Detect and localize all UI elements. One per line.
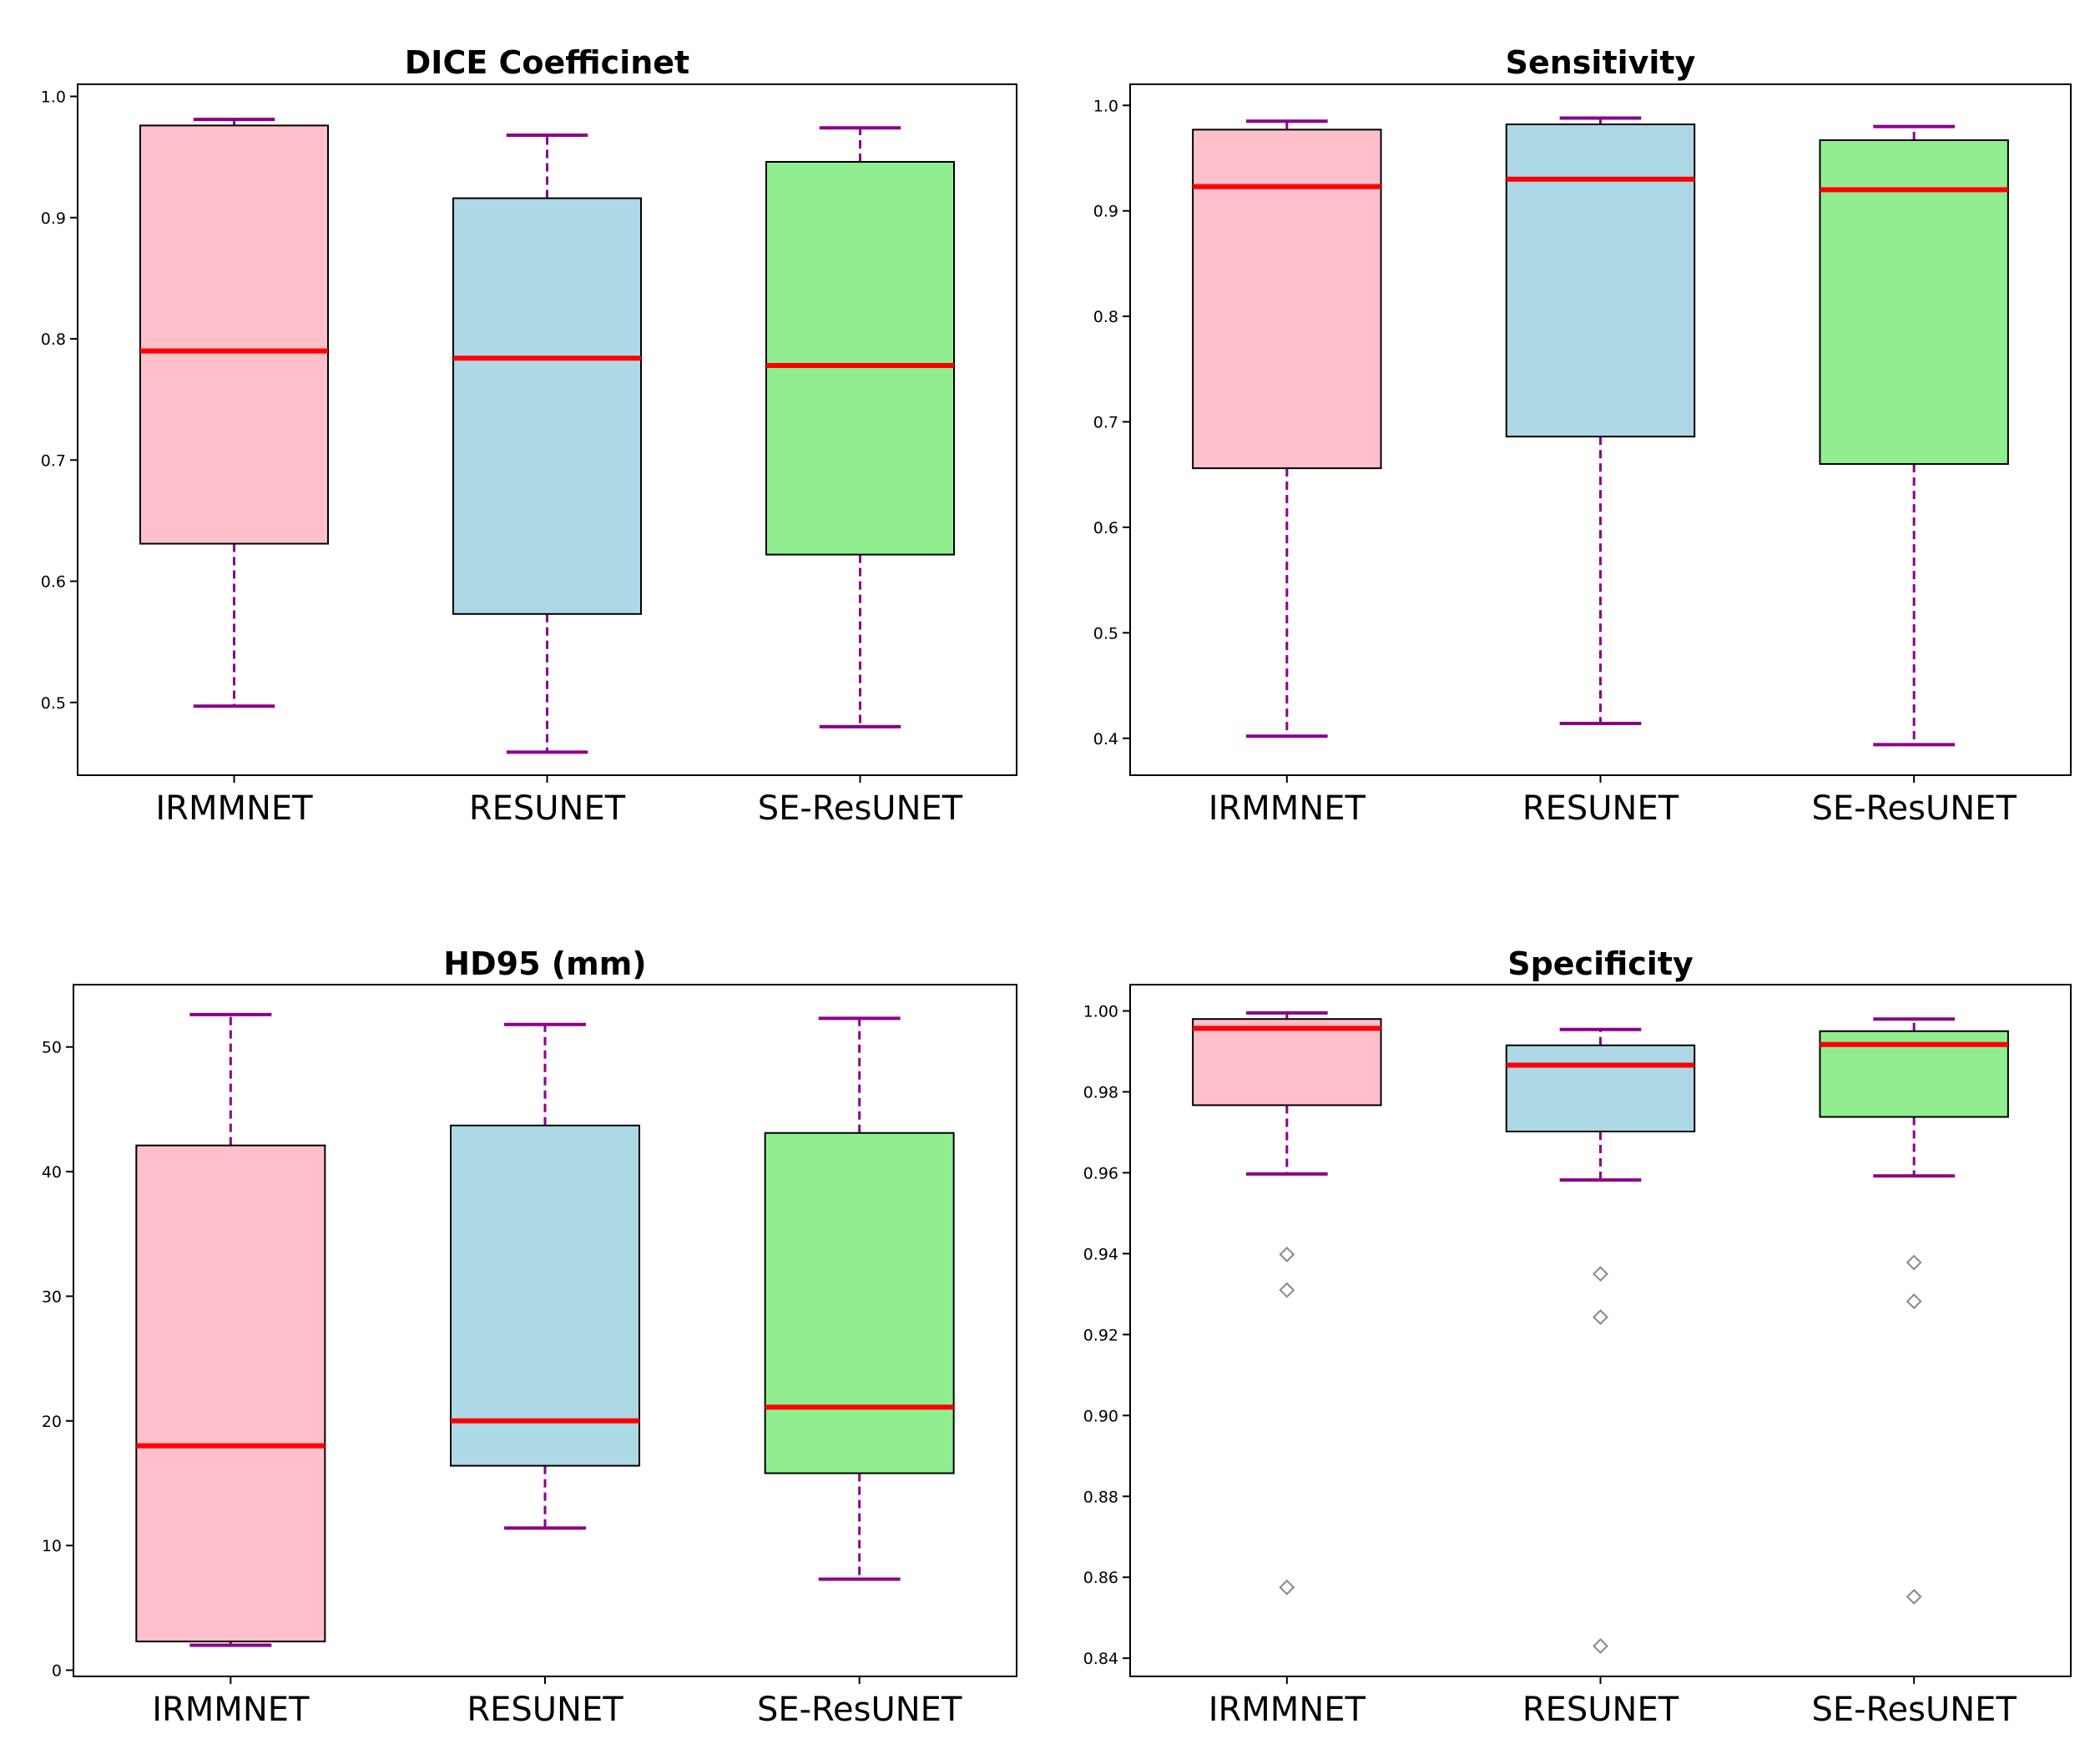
y-tick-label: 0.96 [1083, 1164, 1118, 1182]
y-tick-label: 0.86 [1083, 1569, 1118, 1587]
outlier-point [1593, 1309, 1608, 1325]
box-se-resunet [1819, 124, 2009, 747]
x-tick-label: SE-ResUNET [758, 789, 963, 828]
x-tick-label: IRMMNET [152, 1691, 310, 1729]
y-tick-label: 0.7 [1093, 414, 1118, 432]
y-tick-label: 0.98 [1083, 1083, 1118, 1101]
outlier-point [1279, 1282, 1295, 1298]
chart-title: Specificity [1507, 945, 1694, 982]
outlier-point [1906, 1293, 1922, 1310]
iqr-box [764, 1132, 955, 1474]
box-se-resunet [765, 126, 955, 728]
box-irmmnet [1192, 119, 1382, 738]
y-tick-label: 0.9 [41, 209, 66, 228]
box-resunet [452, 134, 642, 754]
x-tick-label: RESUNET [1522, 789, 1679, 828]
plot-frame [1129, 984, 2072, 1677]
x-tick-label: IRMMNET [155, 789, 313, 828]
y-tick-label: 0.9 [1093, 203, 1118, 221]
outlier-point [1906, 1254, 1922, 1271]
y-tick-label: 0.5 [1093, 624, 1118, 643]
box-se-resunet [764, 1016, 955, 1581]
y-tick-label: 30 [42, 1288, 62, 1306]
chart-panel-4: Specificity 0.84 0.86 0.88 0.90 0.92 0.94 0.96 0… [1083, 945, 2072, 1729]
iqr-box [765, 160, 955, 556]
iqr-box [1505, 1044, 1696, 1132]
y-tick-label: 0.94 [1083, 1245, 1118, 1263]
x-tick-label: RESUNET [467, 1691, 623, 1729]
chart-title: Sensitivity [1506, 44, 1696, 81]
chart-panel-1: DICE Coefficinet 0.5 0.6 0.7 0.8 0.9 1.0 IRMMNE… [41, 44, 1017, 828]
outlier-point [1593, 1266, 1608, 1283]
box-resunet [1505, 116, 1696, 726]
chart-title: HD95 (mm) [443, 945, 646, 982]
iqr-box [135, 1144, 326, 1643]
y-tick-label: 0.90 [1083, 1407, 1118, 1425]
outlier-point [1906, 1589, 1922, 1605]
box-resunet [1505, 1027, 1696, 1655]
outlier-point [1279, 1246, 1295, 1263]
plot-frame [77, 83, 1017, 776]
x-tick-label: RESUNET [469, 789, 626, 828]
y-tick-label: 1.0 [41, 88, 66, 107]
plot-frame [73, 984, 1017, 1677]
x-tick-label: SE-ResUNET [1811, 789, 2017, 828]
y-tick-label: 0.8 [41, 330, 66, 349]
x-tick-label: RESUNET [1522, 1691, 1679, 1729]
box-irmmnet [1192, 1011, 1382, 1595]
box-irmmnet [135, 1012, 326, 1647]
iqr-box [452, 197, 642, 615]
box-resunet [450, 1022, 640, 1530]
iqr-box [450, 1124, 640, 1467]
outlier-point [1279, 1579, 1295, 1595]
y-tick-label: 0.7 [41, 451, 66, 470]
iqr-box [139, 124, 329, 545]
box-se-resunet [1819, 1017, 2009, 1605]
chart-panel-3: HD95 (mm) 0 10 20 30 40 50 IRMMNET RESUNET SE-Res… [42, 945, 1017, 1729]
x-tick-label: SE-ResUNET [757, 1691, 962, 1729]
y-tick-label: 20 [42, 1413, 62, 1431]
y-tick-label: 1.0 [1093, 97, 1118, 115]
chart-panel-2: Sensitivity 0.4 0.5 0.6 0.7 0.8 0.9 1.0 IRMMNET R… [1093, 44, 2072, 828]
x-tick-label: SE-ResUNET [1811, 1691, 2017, 1729]
outlier-point [1593, 1638, 1608, 1655]
y-tick-label: 10 [42, 1537, 62, 1555]
y-tick-label: 0.84 [1083, 1650, 1118, 1668]
y-tick-label: 40 [42, 1163, 62, 1182]
iqr-box [1192, 129, 1382, 470]
x-tick-label: IRMMNET [1209, 789, 1366, 828]
y-tick-label: 0.4 [1093, 730, 1118, 748]
x-tick-label: IRMMNET [1209, 1691, 1366, 1729]
y-tick-label: 0.6 [41, 573, 66, 592]
y-tick-label: 0.92 [1083, 1326, 1118, 1344]
y-tick-label: 0.88 [1083, 1488, 1118, 1506]
y-tick-label: 1.00 [1083, 1003, 1118, 1021]
y-tick-label: 50 [42, 1039, 62, 1057]
y-tick-label: 0 [52, 1662, 62, 1681]
iqr-box [1819, 139, 2009, 466]
y-tick-label: 0.6 [1093, 519, 1118, 537]
y-tick-label: 0.8 [1093, 308, 1118, 326]
box-irmmnet [139, 118, 329, 708]
y-tick-label: 0.5 [41, 694, 66, 713]
chart-title: DICE Coefficinet [405, 44, 689, 81]
iqr-box [1505, 123, 1696, 438]
iqr-box [1192, 1018, 1382, 1106]
plot-frame [1129, 83, 2072, 776]
